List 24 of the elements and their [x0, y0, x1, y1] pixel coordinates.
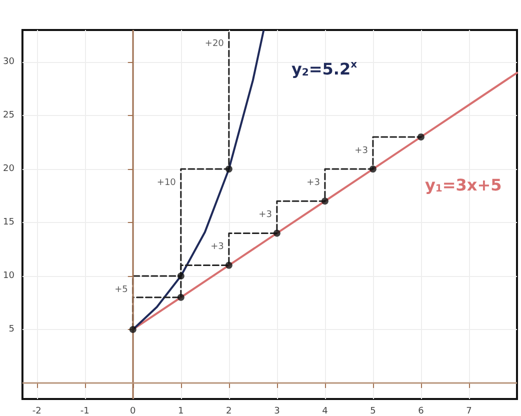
y-tick-label: 25	[3, 110, 14, 121]
y-tick-label: 5	[8, 324, 14, 334]
x-tick-label: 5	[370, 406, 376, 416]
annotation: +3	[306, 178, 320, 188]
x-tick-label: 6	[418, 406, 424, 416]
annotation: +3	[354, 146, 368, 156]
x-tick-label: 1	[178, 406, 184, 416]
annotation: +10	[156, 178, 176, 188]
y-tick-label: 10	[3, 271, 15, 281]
x-tick-label: 0	[130, 406, 136, 416]
x-tick-label: 3	[274, 406, 280, 416]
x-tick-label: -2	[32, 406, 42, 416]
annotation: +3	[258, 210, 272, 220]
y-tick-label: 30	[3, 57, 15, 68]
y-tick-label: 15	[3, 218, 14, 228]
x-tick-label: 7	[466, 406, 472, 416]
x-tick-label: 4	[322, 406, 328, 416]
annotation: +5	[114, 285, 128, 295]
y-tick-label: 20	[3, 164, 15, 174]
x-tick-label: -1	[80, 406, 90, 416]
annotation: +3	[210, 242, 224, 252]
annotation: +20	[204, 39, 224, 49]
text: y1=3x+5	[425, 175, 502, 194]
x-tick-label: 2	[226, 406, 232, 416]
